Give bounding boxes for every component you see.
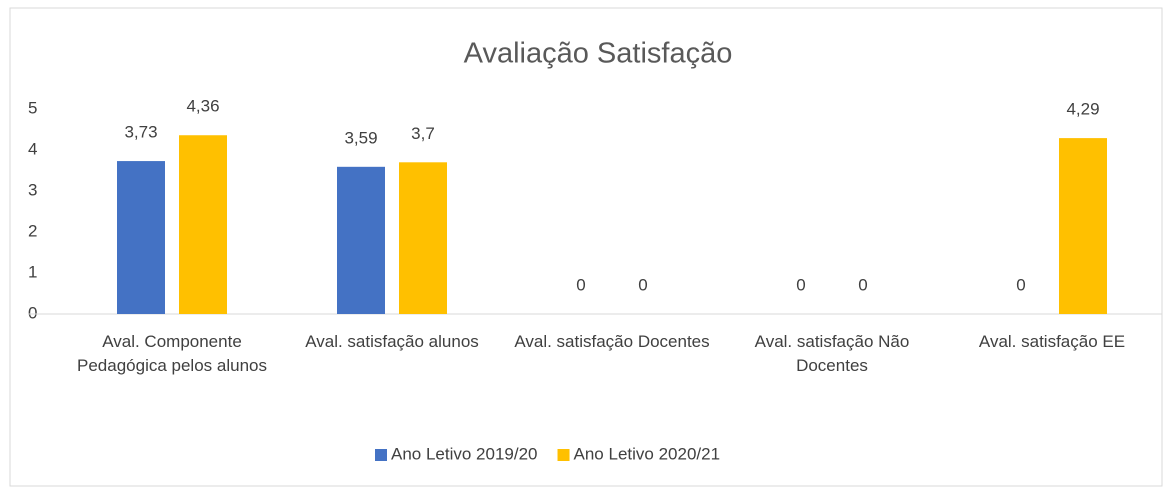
data-label: 4,36 bbox=[186, 97, 219, 116]
data-label: 0 bbox=[638, 275, 647, 294]
data-label: 3,7 bbox=[411, 124, 435, 143]
y-tick-label: 0 bbox=[28, 303, 37, 322]
legend-label: Ano Letivo 2019/20 bbox=[391, 444, 538, 463]
bar bbox=[337, 166, 385, 314]
data-label: 3,59 bbox=[344, 128, 377, 147]
legend-label: Ano Letivo 2020/21 bbox=[574, 444, 721, 463]
x-tick-label-box: Aval. Componente Pedagógica pelos alunos bbox=[77, 332, 267, 375]
bar bbox=[179, 135, 227, 314]
x-tick-label: Aval. Componente Pedagógica pelos alunos bbox=[77, 332, 267, 375]
data-label: 4,29 bbox=[1066, 100, 1099, 119]
data-label: 3,73 bbox=[124, 123, 157, 142]
bar bbox=[117, 161, 165, 314]
y-tick-label: 5 bbox=[28, 98, 37, 117]
data-label: 0 bbox=[796, 275, 805, 294]
legend-swatch bbox=[375, 449, 387, 461]
bar bbox=[1059, 138, 1107, 314]
y-tick-label: 3 bbox=[28, 180, 37, 199]
x-tick-label: Aval. satisfação Docentes bbox=[514, 332, 710, 351]
x-tick-label: Aval. satisfação alunos bbox=[305, 332, 479, 351]
data-label: 0 bbox=[858, 275, 867, 294]
y-tick-label: 1 bbox=[28, 262, 37, 281]
y-tick-label: 2 bbox=[28, 221, 37, 240]
bar bbox=[399, 162, 447, 314]
x-tick-label-box: Aval. satisfação Docentes bbox=[514, 332, 710, 351]
data-label: 0 bbox=[576, 275, 585, 294]
x-tick-label-box: Aval. satisfação Não Docentes bbox=[754, 332, 910, 375]
x-tick-label: Aval. satisfação Não Docentes bbox=[754, 332, 910, 375]
chart-title: Avaliação Satisfação bbox=[464, 38, 733, 70]
legend-swatch bbox=[557, 449, 570, 461]
x-tick-label-box: Aval. satisfação alunos bbox=[305, 332, 479, 351]
x-tick-label: Aval. satisfação EE bbox=[978, 332, 1126, 351]
data-label: 0 bbox=[1016, 275, 1025, 294]
y-tick-label: 4 bbox=[28, 139, 37, 158]
x-tick-label-box: Aval. satisfação EE bbox=[978, 332, 1126, 351]
